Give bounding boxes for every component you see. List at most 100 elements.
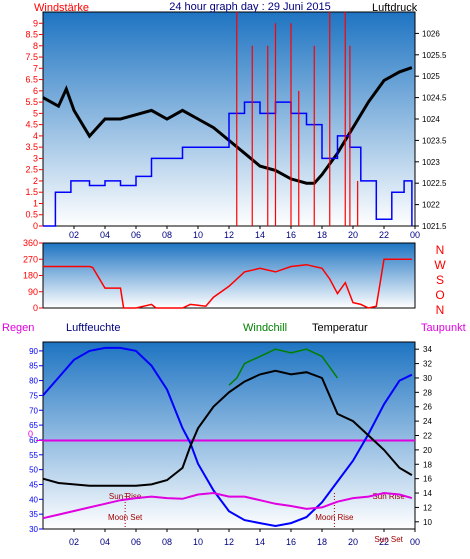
direction-tick-label: 180: [23, 271, 38, 281]
rain-zero-label: 0: [28, 429, 33, 439]
humidity-y-axis: 30 35 40 45 50 55 60 65 70 75 80 85 90: [29, 347, 43, 534]
wind-tick-label: 6.5: [25, 75, 38, 85]
pressure-tick-label: 1025.5: [422, 51, 447, 60]
temperature-tick-label: 32: [423, 360, 432, 369]
pressure-tick-label: 1025: [422, 72, 440, 81]
direction-letter: S: [436, 273, 444, 287]
pressure-tick-label: 1023: [422, 158, 440, 167]
wind-direction-plot-area: [42, 242, 416, 309]
time-tick-label: 06: [131, 230, 141, 240]
wind-pressure-panel: Windstärke 24 hour graph day : 29 Juni 2…: [25, 1, 447, 240]
time-tick-label: 02: [69, 537, 79, 547]
direction-tick-label: 270: [23, 254, 38, 264]
event-label: Moon Set: [108, 513, 143, 522]
temperature-plot-area: [42, 341, 416, 530]
pressure-tick-label: 1021.5: [422, 222, 447, 231]
temperature-tick-label: 30: [423, 374, 432, 383]
wind-tick-label: 6: [33, 86, 38, 96]
time-tick-label: 16: [286, 230, 296, 240]
dewpoint-line: [42, 491, 413, 520]
wind-tick-label: 0: [33, 221, 38, 231]
temperature-tick-label: 16: [423, 475, 432, 484]
direction-y-axis: 0 90 180 270 360: [23, 238, 43, 313]
event-label: Moon Rise: [315, 513, 354, 522]
time-tick-label: 18: [317, 230, 327, 240]
pressure-y-axis: 1021.5 1022 1022.5 1023 1023.5 1024 1024.5 1025…: [415, 29, 447, 231]
time-tick-label: 18: [317, 537, 327, 547]
windstaerke-label: Windstärke: [34, 2, 89, 14]
time-tick-label: 14: [255, 537, 265, 547]
wind-y-axis: 00.5 11.522.5 33.544.5 55.566.5 77.588.5 9: [25, 18, 43, 231]
pressure-tick-label: 1022: [422, 201, 440, 210]
taupunkt-label: Taupunkt: [421, 322, 466, 334]
event-label: Sun Set: [374, 535, 403, 544]
wind-x-axis: 02 04 06 08 10 12 14 16 18 20 22 00: [69, 226, 420, 240]
humidity-tick-label: 40: [29, 495, 38, 504]
humidity-tick-label: 35: [29, 510, 38, 519]
humidity-tick-label: 85: [29, 362, 38, 371]
wind-tick-label: 2: [33, 176, 38, 186]
humidity-tick-label: 75: [29, 391, 38, 400]
temperature-x-axis: 02 04 06 08 10 12 14 16 18 20 22 00: [69, 529, 420, 547]
humidity-tick-label: 60: [29, 436, 38, 445]
wind-tick-label: 8.5: [25, 30, 38, 40]
direction-letter: N: [436, 243, 445, 257]
temperature-tick-label: 18: [423, 460, 432, 469]
wind-tick-label: 1: [33, 198, 38, 208]
direction-tick-label: 90: [28, 287, 38, 297]
direction-letter: N: [436, 303, 445, 317]
temperature-tick-label: 12: [423, 503, 432, 512]
direction-letter: O: [435, 288, 444, 302]
event-label: Sun Rise: [109, 492, 142, 501]
pressure-tick-label: 1022.5: [422, 179, 447, 188]
direction-tick-label: 360: [23, 238, 38, 248]
luftfeuchte-label: Luftfeuchte: [66, 322, 120, 334]
time-tick-label: 20: [348, 230, 358, 240]
humidity-line: [42, 346, 413, 528]
time-tick-label: 02: [69, 230, 79, 240]
temperature-tick-label: 14: [423, 489, 432, 498]
regen-label: Regen: [2, 322, 34, 334]
wind-tick-label: 7: [33, 63, 38, 73]
time-tick-label: 12: [224, 537, 234, 547]
temperature-tick-label: 28: [423, 388, 432, 397]
humidity-tick-label: 30: [29, 525, 38, 534]
humidity-tick-label: 50: [29, 466, 38, 475]
windchill-label: Windchill: [243, 322, 287, 334]
temperature-tick-label: 34: [423, 345, 432, 354]
time-tick-label: 22: [379, 537, 389, 547]
temperature-tick-label: 22: [423, 432, 432, 441]
windchill-line: [228, 348, 339, 386]
direction-letter: W: [434, 258, 446, 272]
wind-direction-line: [43, 258, 412, 309]
time-tick-label: 16: [286, 537, 296, 547]
pressure-tick-label: 1024: [422, 115, 440, 124]
time-tick-label: 08: [162, 230, 172, 240]
chart-title: 24 hour graph day : 29 Juni 2015: [169, 1, 330, 13]
pressure-tick-label: 1024.5: [422, 94, 447, 103]
wind-tick-label: 2.5: [25, 165, 38, 175]
humidity-tick-label: 45: [29, 480, 38, 489]
temperature-tick-label: 20: [423, 446, 432, 455]
wind-tick-label: 4: [33, 131, 38, 141]
temperature-y-axis: 10 12 14 16 18 20 22 24 26 28 30 32 34: [415, 345, 432, 527]
time-tick-label: 04: [100, 230, 110, 240]
time-tick-label: 12: [224, 230, 234, 240]
time-tick-label: 20: [348, 537, 358, 547]
humidity-tick-label: 90: [29, 347, 38, 356]
humidity-tick-label: 80: [29, 377, 38, 386]
time-tick-label: 06: [131, 537, 141, 547]
pressure-tick-label: 1026: [422, 29, 440, 38]
time-tick-label: 22: [379, 230, 389, 240]
temperature-series: [36, 346, 415, 528]
temperature-tick-label: 24: [423, 417, 432, 426]
direction-tick-label: 0: [33, 303, 38, 313]
wind-pressure-series: [42, 12, 413, 227]
wind-direction-series: [43, 258, 412, 309]
time-tick-label: 14: [255, 230, 265, 240]
time-tick-label: 08: [162, 537, 172, 547]
temperature-tick-label: 26: [423, 403, 432, 412]
